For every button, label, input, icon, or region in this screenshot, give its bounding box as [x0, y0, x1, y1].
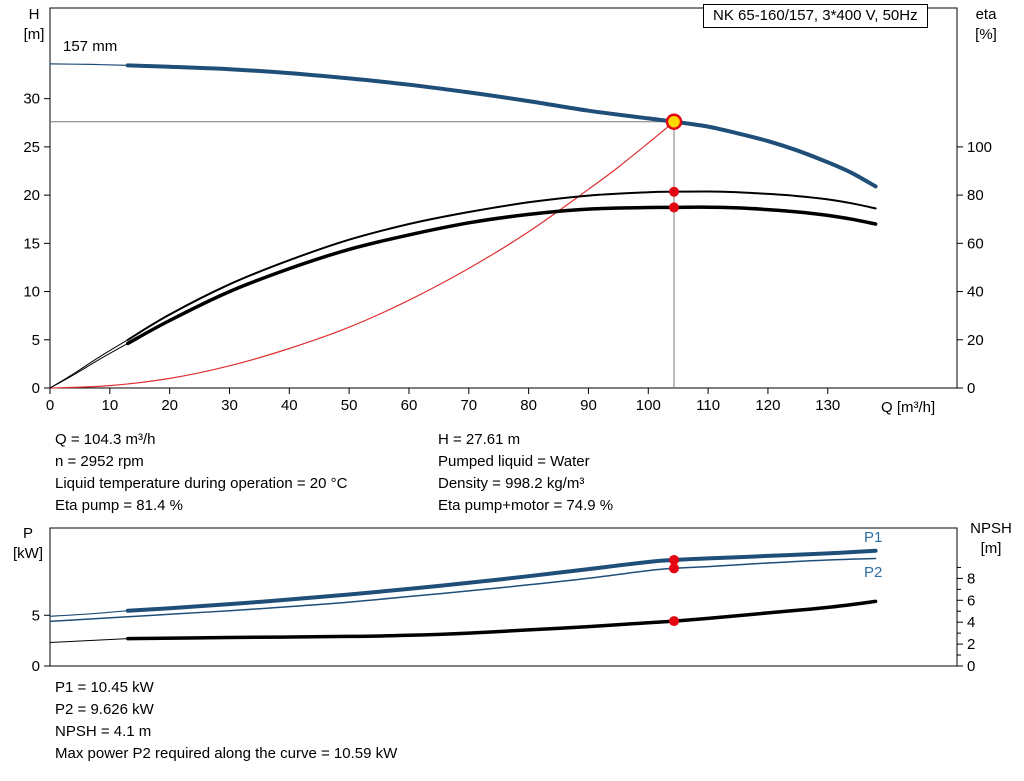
power-npsh-chart: 0 5 0 2 4 6 8: [32, 527, 975, 675]
curve-npsh-lead-in: [49, 638, 129, 643]
p2-curve-label: P2: [864, 564, 883, 581]
p-axis-symbol: P: [22, 525, 33, 542]
plot-border: [49, 7, 958, 389]
eta-pump-readout: Eta pump = 81.4 %: [55, 497, 183, 514]
curve-eta-pump-motor-lead-in: [49, 342, 129, 389]
operating-point-dot: [669, 202, 680, 213]
eta-axis-unit: [%]: [975, 26, 997, 43]
curve-npsh: [126, 599, 878, 641]
y-left-tick-label: 20: [23, 187, 40, 204]
y-left-tick-label: 0: [32, 380, 40, 397]
curve-eta-pump: [126, 190, 877, 341]
p-axis-title: P [kW]: [6, 524, 50, 564]
x-tick-label: 60: [401, 397, 418, 414]
impeller-size-label: 157 mm: [63, 38, 118, 55]
y-right-tick-label: 6: [967, 592, 975, 609]
eta-axis-symbol: eta: [975, 6, 997, 23]
npsh-axis-symbol: NPSH: [970, 520, 1012, 537]
p1-readout: P1 = 10.45 kW: [55, 679, 154, 696]
npsh-readout: NPSH = 4.1 m: [55, 723, 152, 740]
power-npsh-data: P1 = 10.45 kW P2 = 9.626 kW NPSH = 4.1 m…: [55, 677, 397, 765]
x-tick-label: 0: [46, 397, 54, 414]
operating-point-dot: [669, 186, 680, 197]
eta-axis-title: eta [%]: [964, 5, 1008, 45]
p2-readout: P2 = 9.626 kW: [55, 701, 154, 718]
h-axis-symbol: H: [28, 6, 40, 23]
y-left-tick-label: 30: [23, 91, 40, 108]
curve-head-lead-in: [49, 63, 129, 66]
y-right-tick-label: 8: [967, 570, 975, 587]
q-axis-title: Q [m³/h]: [881, 399, 936, 416]
y-left-tick-label: 10: [23, 284, 40, 301]
operating-data-left: Q = 104.3 m³/h n = 2952 rpm Liquid tempe…: [55, 429, 347, 517]
x-tick-label: 20: [161, 397, 178, 414]
eta-pump-motor-readout: Eta pump+motor = 74.9 %: [438, 497, 614, 514]
max-power-readout: Max power P2 required along the curve = …: [55, 745, 398, 762]
h-axis-unit: [m]: [23, 26, 45, 43]
x-tick-label: 30: [221, 397, 238, 414]
y-left-tick-label: 25: [23, 139, 40, 156]
hq-performance-chart: 0 10 20 30 40 50 60 70 80 90 100 110 120 130 0 5 10 15 20 2…: [23, 7, 992, 414]
x-tick-label: 90: [580, 397, 597, 414]
p1-curve-label: P1: [864, 529, 883, 546]
flow-readout: Q = 104.3 m³/h: [55, 431, 156, 448]
pumped-liquid-readout: Pumped liquid = Water: [438, 453, 590, 470]
curve-head-157mm: [125, 63, 878, 189]
speed-readout: n = 2952 rpm: [55, 453, 144, 470]
x-tick-label: 40: [281, 397, 298, 414]
x-tick-label: 50: [341, 397, 358, 414]
operating-data-right: H = 27.61 m Pumped liquid = Water Densit…: [438, 429, 613, 517]
y-right-tick-label: 0: [967, 658, 975, 675]
pump-model-title-box: NK 65-160/157, 3*400 V, 50Hz: [703, 4, 928, 28]
head-readout: H = 27.61 m: [438, 431, 521, 448]
x-tick-label: 110: [696, 397, 720, 414]
y-right-tick-label: 2: [967, 636, 975, 653]
liquid-temperature-readout: Liquid temperature during operation = 20…: [55, 475, 348, 492]
x-tick-label: 10: [101, 397, 118, 414]
y-right-tick-label: 80: [967, 187, 984, 204]
operating-point-dot: [669, 554, 680, 565]
y-left-tick-label: 0: [32, 658, 40, 675]
y-right-tick-label: 40: [967, 284, 984, 301]
y-right-tick-label: 100: [967, 139, 992, 156]
curve-p2: [49, 557, 877, 623]
curve-eta-pump-motor: [126, 205, 878, 346]
curve-system-curve: [49, 121, 675, 389]
y-left-tick-label: 5: [32, 332, 40, 349]
y-right-tick-label: 0: [967, 380, 975, 397]
duty-point-marker: [665, 113, 683, 130]
curve-p1: [125, 548, 878, 613]
h-axis-title: H [m]: [16, 5, 52, 45]
p-axis-unit: [kW]: [13, 545, 43, 562]
y-right-tick-label: 20: [967, 332, 984, 349]
x-tick-label: 130: [815, 397, 840, 414]
y-left-tick-label: 15: [23, 235, 40, 252]
x-tick-label: 70: [460, 397, 477, 414]
density-readout: Density = 998.2 kg/m³: [438, 475, 585, 492]
plot-border: [49, 527, 958, 667]
y-left-tick-label: 5: [32, 607, 40, 624]
x-tick-label: 80: [520, 397, 537, 414]
npsh-axis-title: NPSH [m]: [962, 519, 1020, 559]
operating-point-dot: [669, 563, 680, 574]
curve-eta-pump-lead-in: [49, 339, 129, 389]
y-right-tick-label: 4: [967, 614, 975, 631]
x-tick-label: 120: [755, 397, 780, 414]
operating-point-dot: [669, 616, 680, 627]
x-tick-label: 100: [636, 397, 661, 414]
curve-p1-lead-in: [49, 610, 129, 617]
npsh-axis-unit: [m]: [980, 540, 1002, 557]
y-right-tick-label: 60: [967, 235, 984, 252]
